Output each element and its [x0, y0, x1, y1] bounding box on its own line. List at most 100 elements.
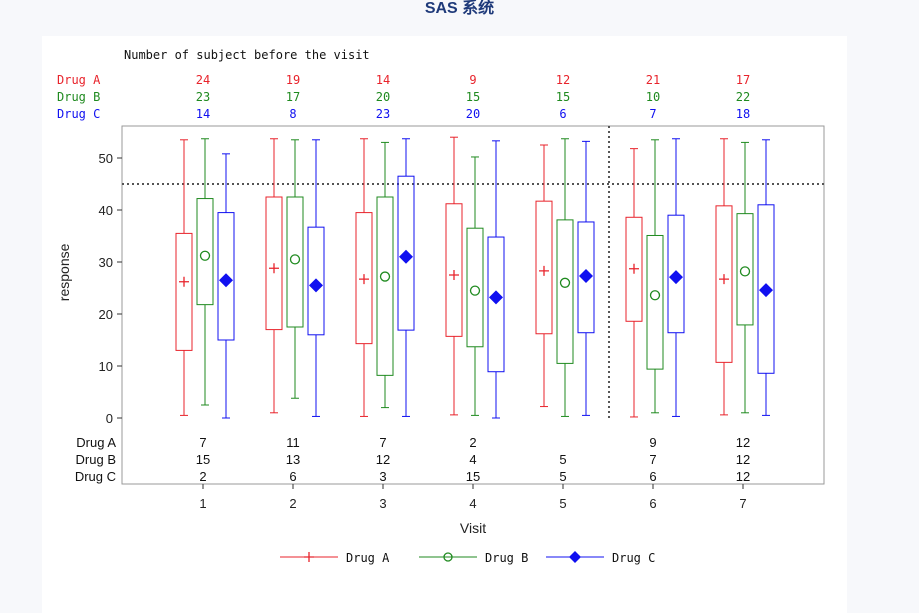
inner-count: 11: [286, 435, 300, 450]
x-tick-label: 1: [199, 496, 206, 511]
inner-count: 15: [196, 452, 210, 467]
inner-row-label: Drug B: [76, 452, 116, 467]
y-tick-label: 30: [99, 255, 113, 270]
y-tick-label: 50: [99, 151, 113, 166]
inner-count: 13: [286, 452, 300, 467]
header-row-label: Drug A: [57, 73, 101, 87]
y-tick-label: 40: [99, 203, 113, 218]
box: [376, 196, 394, 376]
inner-count: 12: [736, 435, 750, 450]
x-tick-label: 3: [379, 496, 386, 511]
mean-marker-circle: [289, 254, 301, 265]
mean-marker-circle: [379, 271, 391, 282]
header-count: 15: [556, 90, 570, 104]
box: [757, 204, 775, 374]
header-count: 23: [196, 90, 210, 104]
inner-count: 4: [469, 452, 476, 467]
header-count: 7: [649, 107, 656, 121]
x-axis-label: Visit: [460, 520, 486, 536]
series-drug-c: [217, 138, 775, 419]
inner-count: 6: [289, 469, 296, 484]
box: [355, 212, 373, 345]
header-row-label: Drug B: [57, 90, 100, 104]
header-count: 20: [466, 107, 480, 121]
mean-marker-plus: [629, 263, 639, 274]
box: [307, 226, 325, 336]
legend-label: Drug B: [485, 551, 528, 565]
mean-marker-circle: [559, 277, 571, 288]
mean-marker-plus: [179, 276, 189, 287]
series-drug-b: [196, 138, 754, 417]
chart-panel: Number of subject before the visit Drug A…: [42, 36, 847, 613]
inner-row-label: Drug A: [76, 435, 116, 450]
box: [577, 221, 595, 334]
header-count: 12: [556, 73, 570, 87]
header-count: 24: [196, 73, 210, 87]
box: [625, 216, 643, 322]
inner-count: 12: [376, 452, 390, 467]
header-count: 14: [376, 73, 390, 87]
header-count: 14: [196, 107, 210, 121]
header-count: 15: [466, 90, 480, 104]
legend-label: Drug C: [612, 551, 655, 565]
box: [736, 213, 754, 326]
mean-marker-diamond: [309, 278, 323, 293]
mean-marker-diamond: [669, 270, 683, 285]
inner-row-label: Drug C: [75, 469, 116, 484]
header-count: 18: [736, 107, 750, 121]
inner-count: 5: [559, 469, 566, 484]
mean-marker-plus: [449, 270, 459, 280]
header-count: 10: [646, 90, 660, 104]
header-count: 17: [736, 73, 750, 87]
page-title: SAS 系统: [424, 0, 495, 17]
mean-marker-diamond: [489, 290, 503, 305]
y-tick-label: 20: [99, 307, 113, 322]
inner-count: 12: [736, 452, 750, 467]
box: [265, 196, 283, 331]
mean-marker-diamond: [579, 269, 593, 284]
inner-count: 15: [466, 469, 480, 484]
box: [667, 214, 685, 334]
box: [217, 212, 235, 341]
mean-marker-diamond: [759, 283, 773, 298]
y-tick-label: 10: [99, 359, 113, 374]
x-tick-label: 7: [739, 496, 746, 511]
box: [487, 236, 505, 373]
mean-marker-circle: [739, 266, 751, 277]
mean-marker-circle: [469, 285, 481, 296]
mean-marker-plus: [539, 265, 549, 276]
header-count: 20: [376, 90, 390, 104]
x-tick-label: 4: [469, 496, 476, 511]
inner-count: 6: [649, 469, 656, 484]
box: [445, 203, 463, 337]
inner-count: 7: [199, 435, 206, 450]
box: [175, 232, 193, 351]
box: [556, 219, 574, 364]
header-count: 23: [376, 107, 390, 121]
box: [196, 198, 214, 306]
header-count: 6: [559, 107, 566, 121]
legend-marker-plus: [304, 552, 314, 562]
box: [715, 205, 733, 363]
box-plot-chart: Number of subject before the visit Drug A…: [56, 48, 825, 565]
header-count: 9: [469, 73, 476, 87]
mean-marker-diamond: [219, 273, 233, 288]
inner-count: 2: [199, 469, 206, 484]
box: [535, 200, 553, 335]
mean-marker-circle: [199, 250, 211, 261]
header-count: 19: [286, 73, 300, 87]
inner-count: 7: [649, 452, 656, 467]
legend: Drug A Drug B Drug C: [280, 551, 655, 565]
x-tick-label: 2: [289, 496, 296, 511]
header-count: 21: [646, 73, 660, 87]
legend-label: Drug A: [346, 551, 390, 565]
box: [286, 196, 304, 328]
y-axis-label: response: [56, 243, 72, 301]
inner-count: 5: [559, 452, 566, 467]
box: [466, 227, 484, 348]
inner-count: 9: [649, 435, 656, 450]
inner-count: 3: [379, 469, 386, 484]
plot-frame: [121, 125, 825, 485]
series-drug-a: [175, 136, 733, 418]
mean-marker-plus: [359, 274, 369, 285]
